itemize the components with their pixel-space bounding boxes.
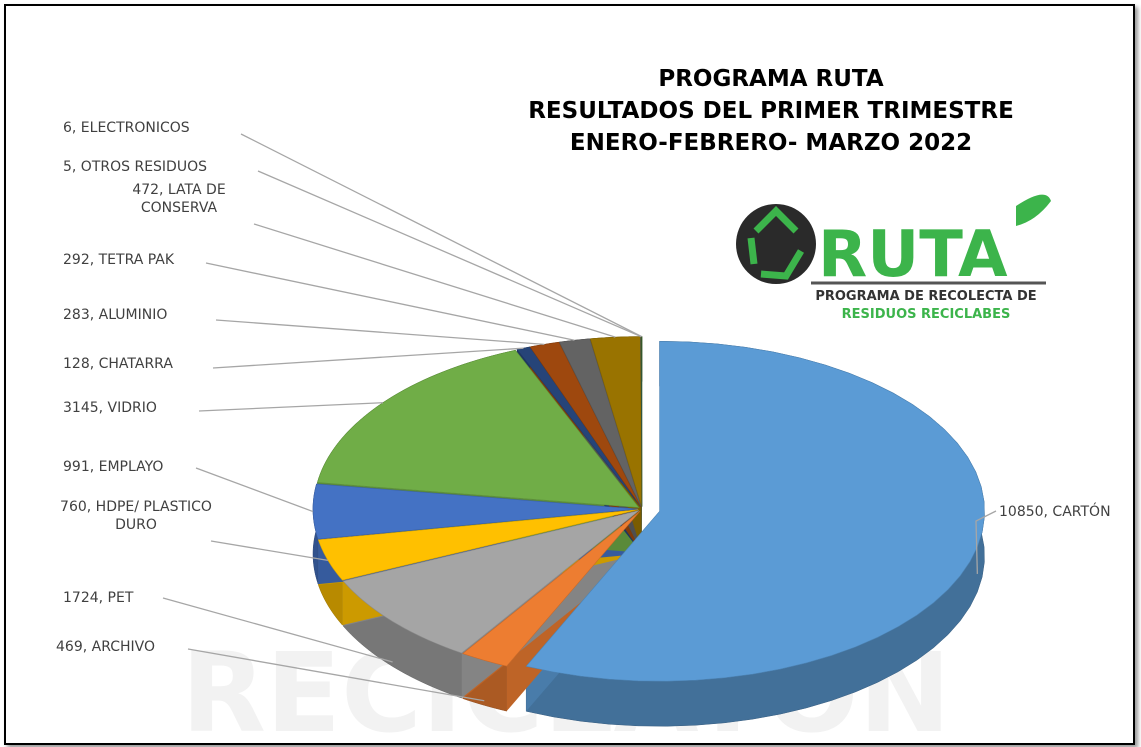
data-label: 472, LATA DE CONSERVA xyxy=(104,181,254,217)
slice xyxy=(558,338,642,507)
leader-line xyxy=(205,262,575,341)
logo: RUTA PROGRAMA DE RECOLECTA DE RESIDUOS R… xyxy=(736,194,1051,322)
data-label: 3145, VIDRIO xyxy=(63,399,157,417)
data-label: 292, TETRA PAK xyxy=(63,251,175,269)
leader-line xyxy=(240,133,642,338)
leader-line xyxy=(253,223,616,338)
slice xyxy=(342,510,640,654)
slice xyxy=(525,340,985,682)
tops xyxy=(312,336,985,682)
title-line: ENERO-FEBRERO- MARZO 2022 xyxy=(570,130,972,156)
logo-line: RESIDUOS RECICLABES xyxy=(842,307,1011,322)
leader-line xyxy=(198,402,384,412)
data-label: 10850, CARTÓN xyxy=(999,503,1111,521)
leader-line xyxy=(162,597,393,663)
logo-line: PROGRAMA DE RECOLECTA DE xyxy=(815,289,1036,304)
title-line: PROGRAMA RUTA xyxy=(658,66,883,92)
leader-line xyxy=(215,319,545,346)
data-label: 991, EMPLAYO xyxy=(63,458,164,476)
logo-name: RUTA xyxy=(818,218,1008,292)
chart-canvas: RECICLATÓN PROGRAMA RUTA RESULTADOS DEL … xyxy=(162,66,1051,743)
data-label: 128, CHATARRA xyxy=(63,355,173,373)
leader-line xyxy=(975,510,997,574)
leader-line xyxy=(212,347,524,369)
data-label: 5, OTROS RESIDUOS xyxy=(63,158,207,176)
slice xyxy=(317,349,640,508)
slice xyxy=(462,510,641,667)
data-label: 1724, PET xyxy=(63,589,134,607)
data-label: 6, ELECTRONICOS xyxy=(63,119,190,137)
logo-leaf xyxy=(1016,194,1051,226)
leader-line xyxy=(195,467,314,513)
chart: RECICLATÓN PROGRAMA RUTA RESULTADOS DEL … xyxy=(4,4,1135,745)
leader-line xyxy=(257,170,642,338)
title-line: RESULTADOS DEL PRIMER TRIMESTRE xyxy=(528,98,1014,124)
data-label: 469, ARCHIVO xyxy=(56,638,156,656)
leader-line xyxy=(187,648,485,702)
leader-line xyxy=(210,540,329,561)
pie xyxy=(312,336,985,727)
data-label: 760, HDPE/ PLASTICO DURO xyxy=(56,498,216,534)
logo-arrows xyxy=(747,206,805,280)
slice xyxy=(317,509,639,581)
data-label: 283, ALUMINIO xyxy=(63,306,168,324)
slice xyxy=(589,336,642,507)
